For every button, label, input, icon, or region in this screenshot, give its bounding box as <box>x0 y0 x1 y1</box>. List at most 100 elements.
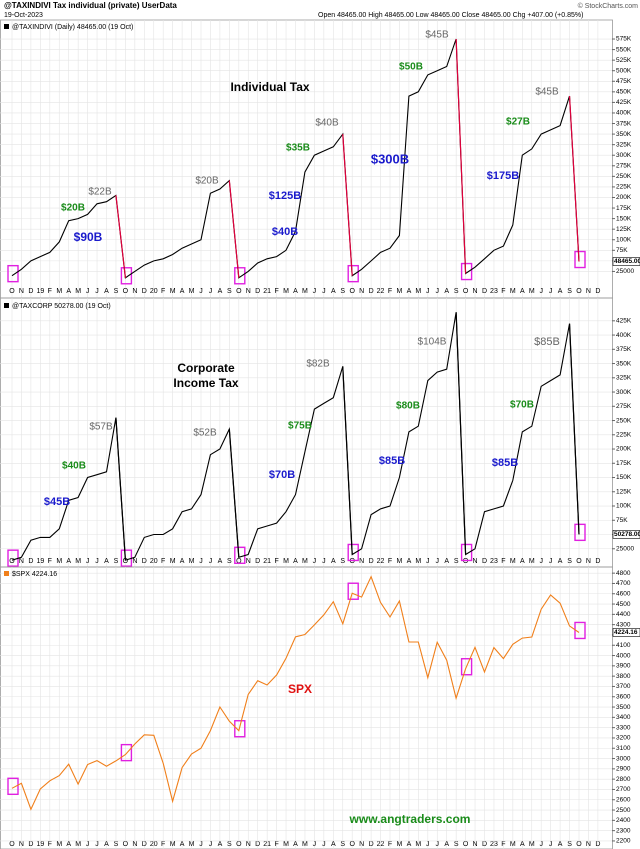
y-tick-label: 4400 <box>616 611 631 618</box>
y-tick-label: 125K <box>616 226 632 233</box>
x-tick-label: O <box>576 288 582 295</box>
x-tick-label: M <box>283 558 289 565</box>
annotation: $20B <box>195 176 219 187</box>
x-tick-label: M <box>56 288 62 295</box>
x-tick-label: A <box>520 288 525 295</box>
x-tick-label: J <box>539 558 543 565</box>
x-tick-label: N <box>473 288 478 295</box>
x-tick-label: M <box>56 841 62 848</box>
reset-drop <box>568 96 580 262</box>
x-tick-label: S <box>454 841 459 848</box>
x-tick-label: D <box>482 288 487 295</box>
x-tick-label: D <box>369 841 374 848</box>
y-tick-label: 3600 <box>616 693 631 700</box>
y-tick-label: 2200 <box>616 838 631 845</box>
x-tick-label: A <box>407 558 412 565</box>
reset-drop <box>228 180 240 278</box>
x-tick-label: M <box>510 288 516 295</box>
y-tick-label: 525K <box>616 57 632 64</box>
x-tick-label: J <box>199 288 203 295</box>
x-tick-label: F <box>161 841 165 848</box>
x-tick-label: F <box>388 841 392 848</box>
annotation: $57B <box>89 422 113 433</box>
legend-label: @TAXCORP 50278.00 (19 Oct) <box>12 303 111 310</box>
x-tick-label: A <box>444 558 449 565</box>
y-tick-label: 350K <box>616 131 632 138</box>
annotation: Corporate <box>177 361 235 375</box>
annotation: $300B <box>371 151 409 166</box>
y-tick-label: 3700 <box>616 683 631 690</box>
x-tick-label: 22 <box>377 841 385 848</box>
x-tick-label: A <box>407 841 412 848</box>
highlight-box <box>574 621 586 640</box>
y-tick-label: 275K <box>616 403 632 410</box>
x-tick-label: N <box>586 288 591 295</box>
y-tick-label: 175K <box>616 460 632 467</box>
x-tick-label: 23 <box>490 558 498 565</box>
x-tick-label: M <box>56 558 62 565</box>
x-tick-label: A <box>180 288 185 295</box>
y-tick-label: 350K <box>616 360 632 367</box>
x-tick-label: F <box>274 558 278 565</box>
x-tick-label: S <box>340 558 345 565</box>
x-tick-label: O <box>463 841 469 848</box>
x-tick-label: N <box>132 558 137 565</box>
x-tick-label: 21 <box>263 288 271 295</box>
x-tick-label: M <box>170 558 176 565</box>
annotation: $52B <box>193 428 217 439</box>
x-tick-label: M <box>415 288 421 295</box>
x-tick-label: A <box>66 558 71 565</box>
annotation: $20B <box>61 203 85 214</box>
x-tick-label: 20 <box>150 558 158 565</box>
x-tick-label: J <box>549 841 553 848</box>
reset-drop <box>228 429 240 558</box>
x-tick-label: F <box>48 841 52 848</box>
x-tick-label: N <box>473 558 478 565</box>
x-tick-label: S <box>227 841 232 848</box>
x-tick-label: F <box>274 841 278 848</box>
x-tick-label: A <box>293 288 298 295</box>
x-tick-label: M <box>189 558 195 565</box>
x-tick-label: J <box>86 841 90 848</box>
highlight-box <box>460 658 473 676</box>
y-tick-label: 3200 <box>616 735 631 742</box>
x-tick-label: O <box>236 558 242 565</box>
x-tick-label: M <box>189 288 195 295</box>
x-tick-label: J <box>549 558 553 565</box>
x-tick-label: D <box>595 841 600 848</box>
x-tick-label: F <box>48 558 52 565</box>
legend-swatch <box>4 303 9 308</box>
x-tick-label: A <box>218 288 223 295</box>
y-tick-label: 4700 <box>616 580 631 587</box>
y-tick-label: 325K <box>616 141 632 148</box>
x-tick-label: J <box>199 558 203 565</box>
y-tick-label: 400K <box>616 332 632 339</box>
reset-drop <box>342 366 353 555</box>
x-tick-label: J <box>313 841 317 848</box>
annotation: $85B <box>492 457 518 469</box>
highlight-box <box>7 264 19 283</box>
x-tick-label: M <box>529 841 535 848</box>
highlight-box <box>347 264 359 283</box>
x-tick-label: O <box>9 558 15 565</box>
highlight-box <box>234 720 246 738</box>
y-tick-label: 25000 <box>616 268 634 275</box>
x-tick-label: O <box>463 288 469 295</box>
legend-swatch <box>4 24 9 29</box>
x-tick-label: M <box>302 558 308 565</box>
x-tick-label: O <box>123 841 129 848</box>
highlight-box <box>460 543 473 562</box>
x-tick-label: J <box>95 288 99 295</box>
y-tick-label: 3400 <box>616 714 631 721</box>
y-tick-label: 4300 <box>616 621 631 628</box>
x-tick-label: A <box>293 558 298 565</box>
annotation: $70B <box>510 400 534 411</box>
x-tick-label: M <box>189 841 195 848</box>
annotation: $85B <box>379 455 405 467</box>
x-tick-label: N <box>132 288 137 295</box>
x-tick-label: A <box>331 288 336 295</box>
x-tick-label: A <box>520 558 525 565</box>
annotation: www.angtraders.com <box>349 812 471 826</box>
x-tick-label: N <box>359 841 364 848</box>
y-tick-label: 425K <box>616 99 632 106</box>
